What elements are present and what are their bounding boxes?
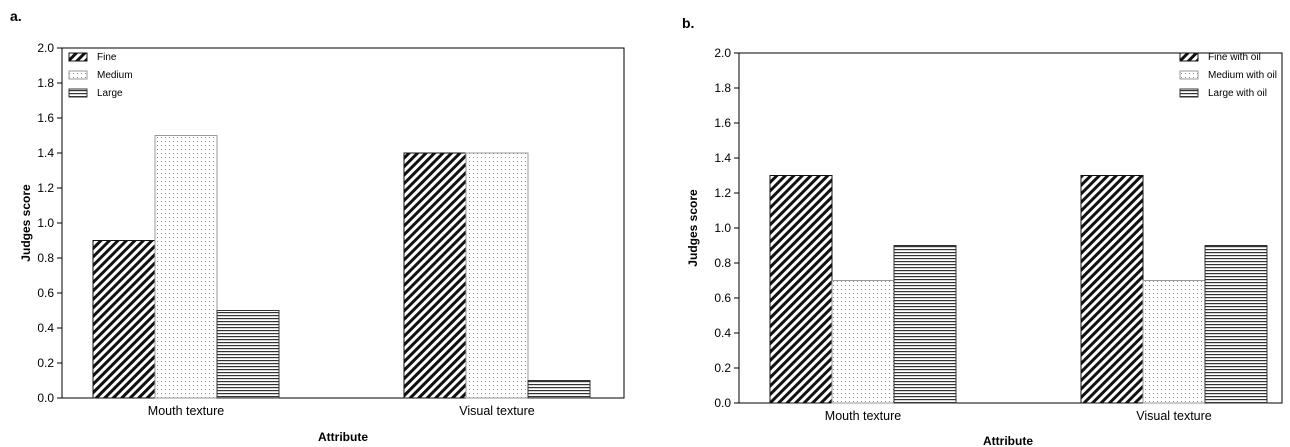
y-tick-label: 0.6 bbox=[714, 291, 731, 305]
legend-swatch-horizontal bbox=[1179, 88, 1199, 98]
legend-label: Medium bbox=[97, 70, 133, 81]
legend-label: Large bbox=[97, 88, 123, 99]
y-tick-label: 1.6 bbox=[37, 111, 54, 125]
y-tick-label: 1.6 bbox=[714, 116, 731, 130]
legend-label: Fine with oil bbox=[1208, 52, 1261, 63]
bar-diagonal-1 bbox=[92, 240, 156, 399]
legend-swatch-horizontal bbox=[68, 88, 88, 98]
y-tick-label: 2.0 bbox=[714, 46, 731, 60]
y-axis-title: Judges score bbox=[686, 189, 700, 267]
bar-horizontal-2 bbox=[527, 380, 591, 399]
legend-swatch-dots bbox=[68, 70, 88, 80]
bar-horizontal-1 bbox=[216, 310, 280, 399]
x-category-label: Mouth texture bbox=[825, 409, 901, 423]
y-tick-label: 1.8 bbox=[714, 81, 731, 95]
y-axis-title: Judges score bbox=[19, 184, 33, 262]
legend-swatch-diagonal bbox=[1179, 52, 1199, 62]
legend-label: Medium with oil bbox=[1208, 70, 1277, 81]
panel-label: a. bbox=[10, 8, 22, 24]
y-tick-label: 1.0 bbox=[37, 216, 54, 230]
y-tick-label: 0.8 bbox=[714, 256, 731, 270]
y-tick-label: 1.8 bbox=[37, 76, 54, 90]
bar-diagonal-1 bbox=[769, 175, 833, 404]
bar-horizontal-1 bbox=[893, 245, 957, 404]
bar-dots-1 bbox=[154, 135, 218, 399]
bar-diagonal-2 bbox=[1080, 175, 1144, 404]
x-category-label: Visual texture bbox=[1136, 409, 1212, 423]
bar-dots-1 bbox=[831, 280, 895, 404]
y-tick-label: 0.2 bbox=[37, 356, 54, 370]
bar-horizontal-2 bbox=[1204, 245, 1268, 404]
x-category-label: Visual texture bbox=[459, 404, 535, 418]
y-tick-label: 0.6 bbox=[37, 286, 54, 300]
x-axis-title: Attribute bbox=[983, 434, 1033, 447]
y-tick-label: 1.4 bbox=[37, 146, 54, 160]
legend-label: Fine bbox=[97, 52, 117, 63]
y-tick-label: 0.4 bbox=[714, 326, 731, 340]
x-category-label: Mouth texture bbox=[148, 404, 224, 418]
bar-dots-2 bbox=[1142, 280, 1206, 404]
legend-swatch-diagonal bbox=[68, 52, 88, 62]
y-tick-label: 0.0 bbox=[714, 396, 731, 410]
legend-label: Large with oil bbox=[1208, 88, 1267, 99]
bar-dots-2 bbox=[465, 152, 529, 399]
x-axis-title: Attribute bbox=[318, 430, 368, 444]
y-tick-label: 1.0 bbox=[714, 221, 731, 235]
bar-diagonal-2 bbox=[403, 152, 467, 399]
chart-panel-b: b. 0.0 0.2 0.4 0.6 0.8 1.0 1.2 1.4 1.6 1.8 2.0 Mouth… bbox=[682, 15, 1283, 447]
y-tick-label: 0.0 bbox=[37, 391, 54, 405]
y-tick-label: 2.0 bbox=[37, 41, 54, 55]
y-tick-label: 0.2 bbox=[714, 361, 731, 375]
y-tick-label: 1.2 bbox=[714, 186, 731, 200]
legend-swatch-dots bbox=[1179, 70, 1199, 80]
y-tick-label: 0.8 bbox=[37, 251, 54, 265]
legend: Fine Medium Large bbox=[68, 52, 133, 99]
y-tick-label: 1.4 bbox=[714, 151, 731, 165]
legend: Fine with oil Medium with oil Large with o… bbox=[1179, 52, 1277, 99]
panel-label: b. bbox=[682, 15, 694, 31]
y-tick-label: 1.2 bbox=[37, 181, 54, 195]
y-tick-label: 0.4 bbox=[37, 321, 54, 335]
chart-panel-a: a. 0.0 0.2 0.4 0.6 0.8 1.0 1.2 1.4 1.6 1.8 2.0 Mouth… bbox=[10, 8, 625, 444]
